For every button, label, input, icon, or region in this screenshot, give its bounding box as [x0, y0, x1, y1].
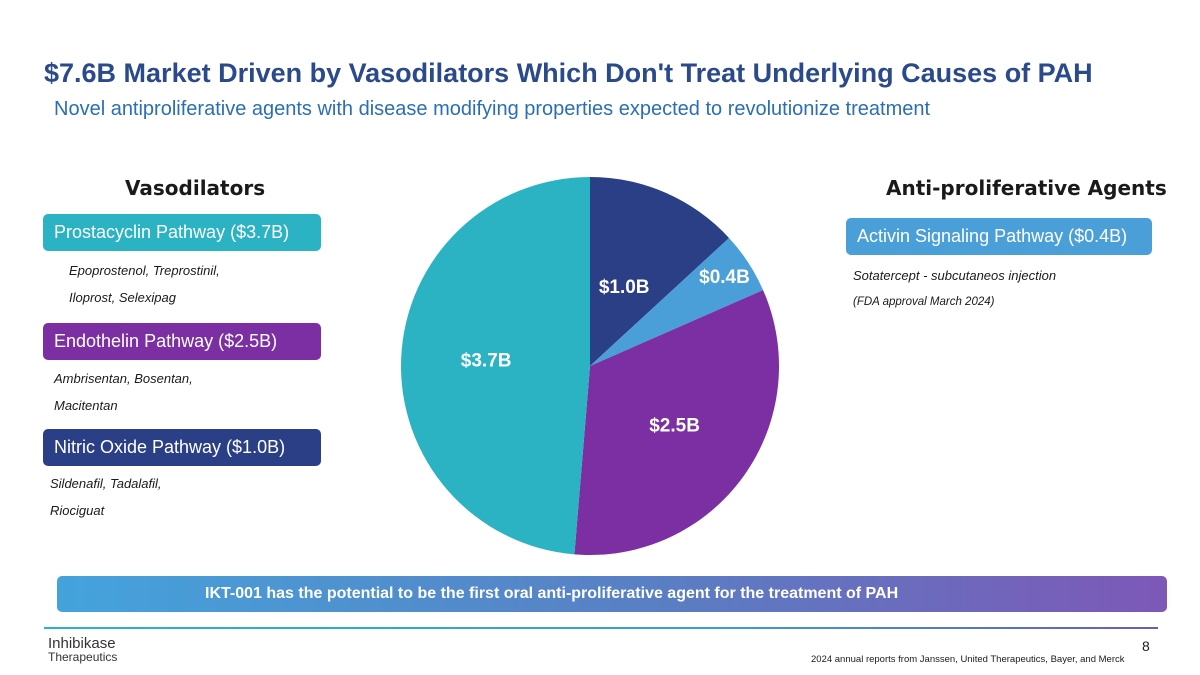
- anti-proliferative-heading: Anti-proliferative Agents: [886, 176, 1167, 200]
- pie-label-nitric-oxide-pathway: $1.0B: [599, 277, 650, 298]
- footer-divider: [44, 627, 1158, 629]
- pie-slice-endothelin-pathway: [574, 290, 779, 555]
- banner-text: IKT-001 has the potential to be the firs…: [205, 585, 899, 602]
- endothelin-pathway-pill: Endothelin Pathway ($2.5B): [43, 323, 321, 360]
- prostacyclin-pathway-pill: Prostacyclin Pathway ($3.7B): [43, 214, 321, 251]
- source-note: 2024 annual reports from Janssen, United…: [811, 654, 1125, 665]
- market-pie-chart: $1.0B $0.4B $2.5B $3.7B: [401, 177, 779, 555]
- page-title: $7.6B Market Driven by Vasodilators Whic…: [44, 58, 1093, 88]
- nitric-oxide-drugs-line1: Sildenafil, Tadalafil,: [50, 476, 162, 491]
- prostacyclin-drugs-line2: Iloprost, Selexipag: [69, 290, 176, 305]
- ikt-001-banner: IKT-001 has the potential to be the firs…: [57, 576, 1167, 612]
- activin-signaling-pathway-pill: Activin Signaling Pathway ($0.4B): [846, 218, 1152, 255]
- activin-drugs-line2: (FDA approval March 2024): [853, 296, 995, 308]
- pie-slice-activin-signaling-pathway: [590, 237, 764, 366]
- pie-label-endothelin-pathway: $2.5B: [649, 415, 700, 436]
- logo-line1: Inhibikase: [48, 635, 116, 652]
- prostacyclin-drugs-line1: Epoprostenol, Treprostinil,: [69, 263, 220, 278]
- pie-label-prostacyclin-pathway: $3.7B: [461, 351, 512, 372]
- pie-slice-prostacyclin-pathway: [401, 177, 590, 555]
- page-subtitle: Novel antiproliferative agents with dise…: [54, 98, 931, 120]
- pie-label-activin-signaling-pathway: $0.4B: [699, 267, 750, 288]
- endothelin-drugs-line2: Macitentan: [54, 398, 118, 413]
- activin-drugs-line1: Sotatercept - subcutaneos injection: [853, 268, 1057, 283]
- company-logo: Inhibikase Therapeutics: [48, 636, 117, 664]
- endothelin-drugs-line1: Ambrisentan, Bosentan,: [54, 371, 193, 386]
- logo-line2: Therapeutics: [48, 650, 118, 664]
- nitric-oxide-drugs-line2: Riociguat: [50, 503, 105, 518]
- page-number: 8: [1142, 638, 1150, 654]
- pie-slice-nitric-oxide-pathway: [590, 177, 730, 366]
- nitric-oxide-pathway-pill: Nitric Oxide Pathway ($1.0B): [43, 429, 321, 466]
- vasodilators-heading: Vasodilators: [125, 176, 266, 200]
